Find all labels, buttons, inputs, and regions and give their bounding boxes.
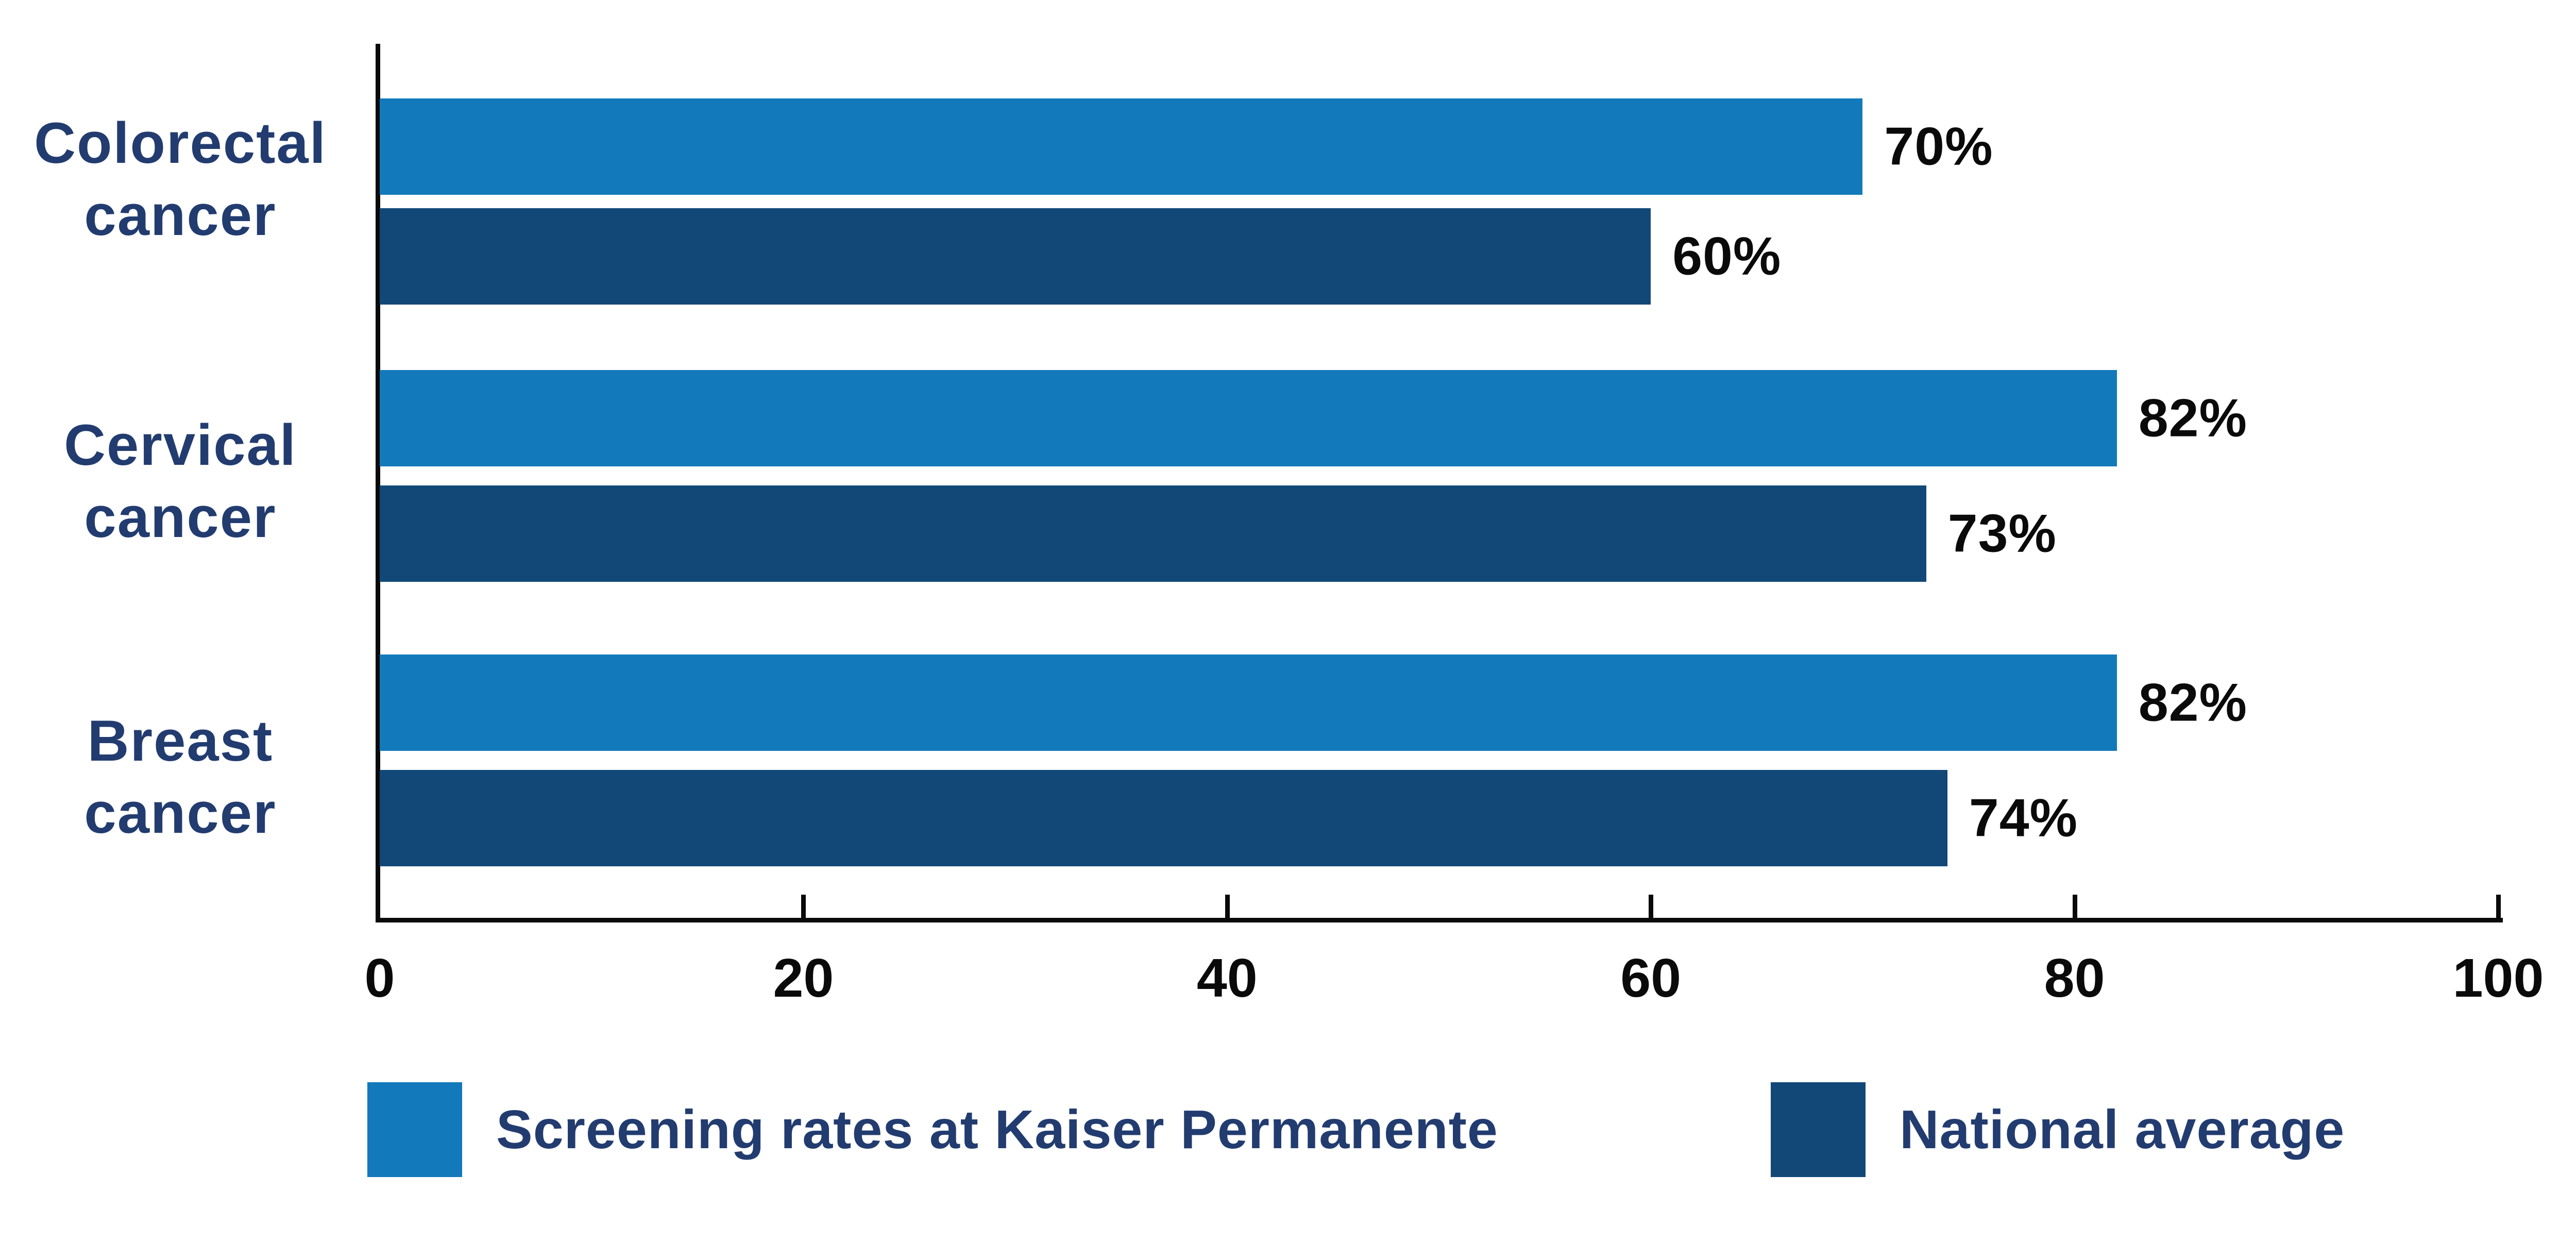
x-axis-tick (2496, 895, 2501, 918)
bar-national-0 (380, 208, 1651, 305)
plot-area: 70% 82% 82% 60% 73% 74% (380, 44, 2498, 922)
x-axis-tick-label: 80 (2044, 948, 2105, 1009)
x-axis-tick-label: 60 (1620, 948, 1682, 1009)
x-axis-tick-label: 40 (1196, 948, 1258, 1009)
x-axis-tick-label: 100 (2452, 948, 2544, 1009)
bar-kaiser-1 (380, 370, 2117, 466)
x-axis-line (376, 918, 2503, 922)
bar-value-label: 74% (1969, 788, 2078, 848)
x-axis-tick (2072, 895, 2077, 918)
x-axis-tick-label: 20 (773, 948, 834, 1009)
bar-value-label: 82% (2138, 388, 2247, 448)
bar-national-2 (380, 770, 1947, 866)
x-axis-tick-label: 0 (364, 948, 395, 1009)
category-label: Breast cancer (84, 709, 277, 845)
x-axis-tick (1225, 895, 1230, 918)
legend-item-kaiser: Screening rates at Kaiser Permanente (367, 1082, 1498, 1177)
bar-value-label: 82% (2138, 673, 2247, 732)
category-label: Colorectal cancer (34, 111, 327, 247)
legend-item-national-average: National average (1771, 1082, 2345, 1177)
legend-label-kaiser: Screening rates at Kaiser Permanente (496, 1099, 1498, 1160)
bar-national-1 (380, 485, 1926, 582)
legend-swatch-kaiser (367, 1082, 462, 1177)
x-axis-tick (801, 895, 806, 918)
y-axis-line (376, 44, 380, 922)
legend-label-national-average: National average (1900, 1099, 2345, 1160)
bar-kaiser-2 (380, 654, 2117, 751)
category-label: Cervical cancer (64, 413, 297, 549)
bar-value-label: 70% (1884, 116, 1993, 176)
legend-swatch-national-average (1771, 1082, 1866, 1177)
bar-kaiser-0 (380, 98, 1863, 195)
bar-value-label: 73% (1947, 503, 2057, 563)
x-axis-tick (1649, 895, 1654, 918)
bar-value-label: 60% (1672, 226, 1782, 286)
